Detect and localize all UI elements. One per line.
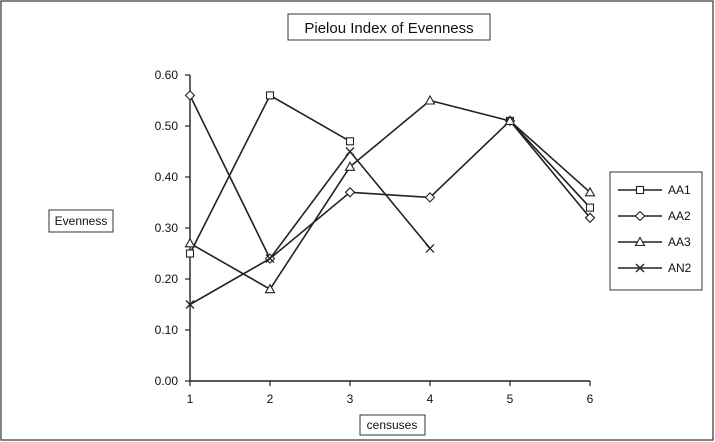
- y-axis-label-box: [48, 209, 114, 233]
- x-tick-label: 5: [507, 392, 514, 406]
- y-tick-label: 0.10: [155, 323, 179, 337]
- point-marker-legend-aa3: [634, 236, 646, 247]
- x-tick-label: 4: [427, 392, 434, 406]
- series-line-an2: [189, 150, 431, 306]
- legend-label-aa2: AA2: [668, 209, 691, 223]
- y-tick-label: 0.50: [155, 119, 179, 133]
- point-marker-an2: [425, 243, 435, 253]
- series-aa3: [184, 94, 596, 294]
- x-tick-label: 2: [267, 392, 274, 406]
- x-axis-label-group: censuses: [359, 414, 426, 436]
- series-an2: [185, 147, 435, 309]
- chart-title-group: Pielou Index of Evenness: [287, 13, 491, 41]
- point-marker-aa2: [584, 212, 596, 224]
- x-ticks: 1 2 3 4 5 6: [187, 381, 594, 406]
- y-axis-label-group: Evenness: [48, 209, 114, 233]
- point-marker-legend-an2: [635, 263, 645, 273]
- point-marker-aa3: [584, 186, 596, 197]
- y-tick-label: 0.20: [155, 272, 179, 286]
- point-marker-aa1: [185, 249, 195, 258]
- series-aa2: [184, 90, 596, 264]
- point-marker-an2: [345, 147, 355, 156]
- chart-title: Pielou Index of Evenness: [304, 20, 473, 37]
- y-tick-label: 0.60: [155, 68, 179, 82]
- legend-box: [609, 171, 703, 291]
- y-axis-label: Evenness: [55, 214, 108, 228]
- x-axis-label: censuses: [367, 418, 418, 432]
- legend-label-aa1: AA1: [668, 183, 691, 197]
- x-tick-label: 1: [187, 392, 194, 406]
- x-tick-label: 3: [347, 392, 354, 406]
- legend: AA1 AA2 AA3 AN2: [609, 171, 703, 291]
- point-marker-aa1: [265, 91, 275, 100]
- point-marker-aa2: [344, 187, 356, 198]
- point-marker-aa1: [585, 203, 595, 212]
- legend-label-an2: AN2: [668, 261, 692, 275]
- point-marker-aa3: [184, 237, 196, 248]
- x-tick-label: 6: [587, 392, 594, 406]
- series-line-aa2: [189, 95, 591, 260]
- point-marker-aa3: [264, 283, 276, 294]
- point-marker-aa2: [424, 192, 436, 203]
- point-marker-aa2: [184, 90, 196, 101]
- y-ticks: 0.00 0.10 0.20 0.30 0.40 0.50 0.60: [155, 68, 190, 388]
- y-tick-label: 0.30: [155, 221, 179, 235]
- point-marker-aa3: [344, 161, 356, 171]
- point-marker-legend-aa2: [634, 210, 646, 222]
- chart-title-box: [287, 13, 491, 41]
- y-tick-label: 0.40: [155, 170, 179, 184]
- point-marker-legend-aa1: [635, 185, 645, 195]
- point-marker-aa1: [345, 137, 355, 146]
- point-marker-an2: [265, 254, 275, 264]
- series-line-aa3: [189, 99, 591, 291]
- point-marker-aa3: [424, 94, 436, 105]
- point-marker-an2: [185, 300, 195, 309]
- legend-label-aa3: AA3: [668, 235, 691, 249]
- point-marker-aa3: [504, 115, 516, 125]
- x-axis-label-box: [359, 414, 426, 436]
- y-tick-label: 0.00: [155, 374, 179, 388]
- series-layer: [184, 90, 596, 309]
